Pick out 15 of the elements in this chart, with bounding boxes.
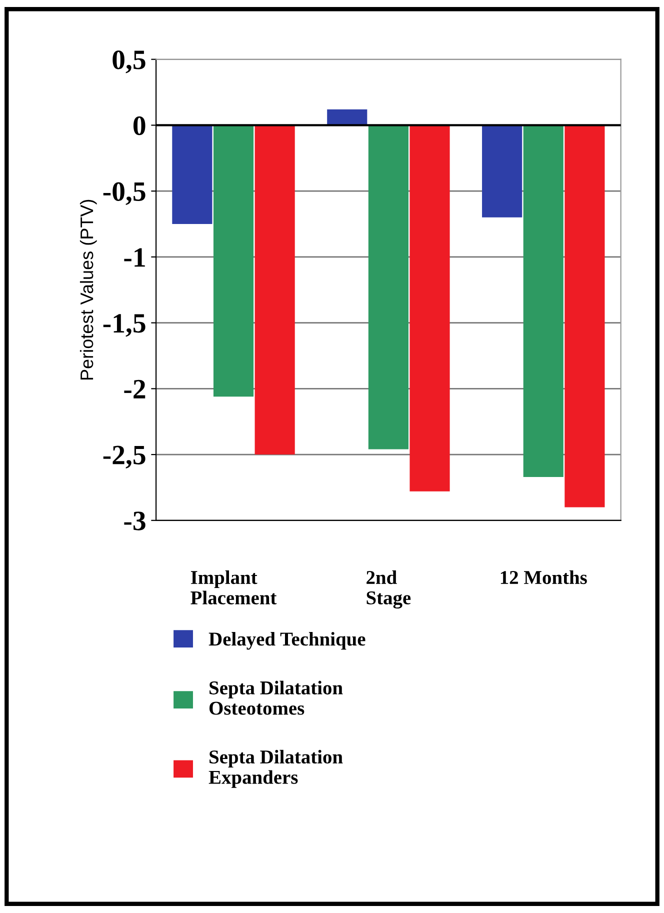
- y-tick-label: -2: [124, 380, 146, 398]
- y-tick-label: 0,5: [112, 50, 146, 74]
- y-tick-label: -1: [124, 248, 145, 267]
- y-tick-label: -1,5: [103, 314, 146, 337]
- y-tick-label: -2,5: [103, 446, 146, 468]
- y-tick-label: -0,5: [103, 182, 146, 206]
- y-tick-label: 0: [133, 116, 146, 136]
- legend-label: Delayed Technique: [208, 632, 366, 650]
- x-tick-label: Implant Placement: [190, 570, 277, 604]
- y-axis-title: Periotest Values (PTV): [80, 200, 97, 380]
- legend-label: Septa Dilatation Expanders: [208, 750, 343, 788]
- y-tick-label: -3: [124, 512, 146, 530]
- x-tick-label: 2nd Stage: [366, 570, 411, 609]
- x-tick-label: 12 Months: [500, 570, 587, 584]
- legend-label: Septa Dilatation Osteotomes: [209, 680, 343, 715]
